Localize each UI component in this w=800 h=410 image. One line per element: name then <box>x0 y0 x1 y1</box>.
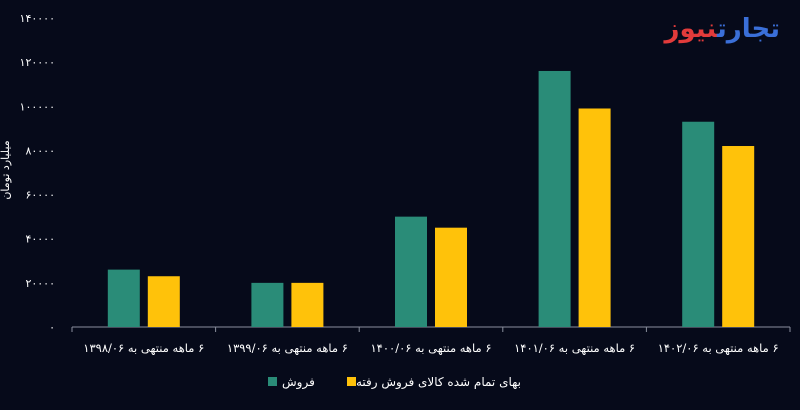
y-axis-title: میلیارد تومان <box>0 140 12 199</box>
legend-swatch-sales <box>268 377 277 386</box>
y-tick-label: ۲۰۰۰۰ <box>25 277 55 290</box>
y-tick-label: ۸۰۰۰۰ <box>25 144 55 157</box>
legend-label-cost: بهای تمام شده کالای فروش رفته <box>356 375 521 390</box>
bar-sales <box>395 216 427 327</box>
bar-sales <box>107 269 140 327</box>
bar-cost <box>291 282 324 327</box>
legend-swatch-cost <box>347 377 356 386</box>
y-tick-label: ۱۲۰۰۰۰ <box>20 56 55 69</box>
y-tick-label: ۱۴۰۰۰۰ <box>20 12 55 25</box>
logo-part-b: نیوز <box>664 14 718 44</box>
bar-cost <box>147 276 180 327</box>
bar-cost <box>578 108 611 327</box>
x-tick-label: ۶ ماهه منتهی به ۱۴۰۰/۰۶ <box>371 341 492 355</box>
y-tick-label: ۰ <box>49 321 55 334</box>
bar-cost <box>435 227 467 327</box>
x-tick-label: ۶ ماهه منتهی به ۱۴۰۱/۰۶ <box>514 341 635 355</box>
y-tick-label: ۴۰۰۰۰ <box>25 233 55 246</box>
bar-sales <box>251 282 284 327</box>
x-tick-label: ۶ ماهه منتهی به ۱۳۹۹/۰۶ <box>227 341 348 355</box>
legend-label-sales: فروش <box>282 375 315 390</box>
brand-logo: تجارتنیوز <box>664 14 782 44</box>
bar-sales <box>538 70 571 327</box>
y-tick-label: ۱۰۰۰۰۰ <box>20 100 55 113</box>
x-tick-label: ۶ ماهه منتهی به ۱۴۰۲/۰۶ <box>658 341 779 355</box>
bar-sales <box>682 121 715 327</box>
x-tick-label: ۶ ماهه منتهی به ۱۳۹۸/۰۶ <box>83 341 204 355</box>
y-tick-label: ۶۰۰۰۰ <box>25 189 55 202</box>
bar-cost <box>722 146 755 327</box>
logo-part-a: تجارت <box>717 14 781 44</box>
